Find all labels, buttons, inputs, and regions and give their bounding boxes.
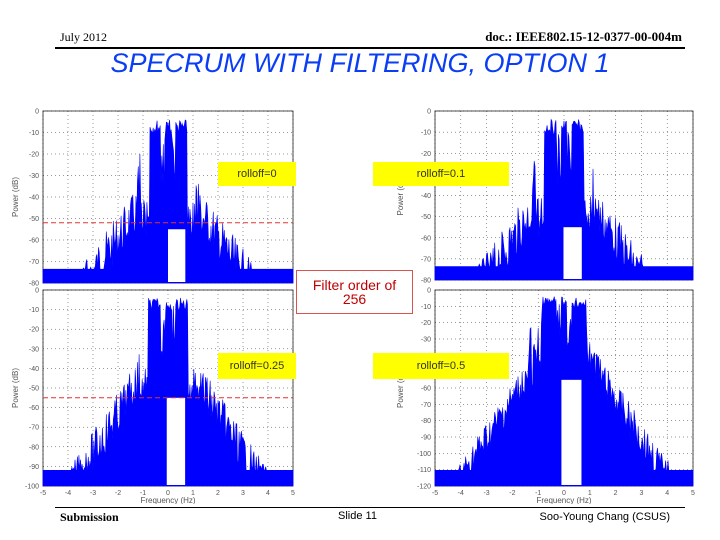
x-tick-label: 2 (216, 490, 220, 497)
x-tick-label: 4 (665, 490, 669, 497)
y-axis-label: Power (dB) (396, 368, 405, 408)
y-tick-label: -90 (421, 435, 431, 442)
y-tick-label: -70 (29, 425, 39, 432)
y-tick-label: -10 (29, 130, 39, 137)
x-tick-label: -3 (90, 490, 96, 497)
y-tick-label: -20 (29, 327, 39, 334)
rolloff-0-5-label: rolloff=0.5 (373, 353, 509, 379)
x-tick-label: 5 (691, 490, 695, 497)
filter-order-line-1: Filter order of (312, 277, 397, 293)
rolloff-0-25-label: rolloff=0.25 (218, 353, 296, 379)
x-tick-label: 3 (241, 490, 245, 497)
y-tick-label: -50 (29, 386, 39, 393)
y-tick-label: -70 (421, 402, 431, 409)
y-tick-label: -80 (421, 418, 431, 425)
y-tick-label: 0 (35, 288, 39, 295)
y-tick-label: -60 (29, 405, 39, 412)
header-date: July 2012 (60, 30, 108, 44)
y-tick-label: -70 (29, 259, 39, 266)
x-tick-label: -1 (140, 490, 146, 497)
y-tick-label: -120 (417, 484, 431, 491)
slide-title: SPECRUM WITH FILTERING, OPTION 1 (110, 48, 610, 78)
x-tick-label: -4 (458, 490, 464, 497)
y-tick-label: -100 (417, 451, 431, 458)
rolloff-0-label: rolloff=0 (218, 162, 296, 186)
y-axis-label: Power (dB) (11, 177, 20, 217)
x-tick-label: -5 (40, 490, 46, 497)
y-tick-label: 0 (35, 109, 39, 116)
y-tick-label: 0 (427, 109, 431, 116)
spectrum-plot-rolloff-0-25: 0 -10 -20 -30 -40 -50 -60 -70 -80 -90 -100 -5 -4 -3 -2… (10, 286, 300, 505)
y-tick-label: -90 (29, 464, 39, 471)
y-tick-label: 0 (427, 288, 431, 295)
header-doc-id: doc.: IEEE802.15-12-0377-00-004m (485, 29, 682, 44)
footer-author: Soo-Young Chang (CSUS) (539, 511, 670, 523)
y-tick-label: -50 (29, 216, 39, 223)
y-tick-label: -10 (421, 304, 431, 311)
header-divider (55, 47, 685, 49)
x-tick-label: 5 (291, 490, 295, 497)
y-tick-label: -20 (421, 151, 431, 158)
y-tick-label: -10 (29, 307, 39, 314)
y-tick-label: -40 (29, 195, 39, 202)
y-axis-label: Power (dB) (396, 175, 405, 215)
spectrum-plot-rolloff-0-5: 0-10-20-30-40-50-60-70-80-90-100-110-120… (395, 286, 705, 505)
x-tick-label: -3 (483, 490, 489, 497)
y-axis-label: Power (dB) (11, 368, 20, 408)
y-tick-label: -20 (29, 152, 39, 159)
y-tick-label: -30 (29, 173, 39, 180)
y-tick-label: -80 (29, 281, 39, 288)
footer-divider (55, 507, 685, 508)
x-tick-label: -2 (509, 490, 515, 497)
y-tick-label: -60 (421, 235, 431, 242)
y-tick-label: -60 (29, 238, 39, 245)
spectrum-trace (434, 118, 694, 281)
rolloff-0-1-label: rolloff=0.1 (373, 162, 509, 186)
spectrum-trace (42, 119, 294, 284)
y-tick-label: -20 (421, 320, 431, 327)
y-tick-label: -30 (29, 346, 39, 353)
spectrum-chart-svg: 0-10-20-30-40-50-60-70-80-90-100-110-120… (396, 288, 695, 505)
spectral-gap (563, 227, 582, 279)
x-tick-label: 0 (166, 490, 170, 497)
spectrum-trace (42, 297, 294, 487)
x-tick-label: 1 (588, 490, 592, 497)
filter-order-line-2: 256 (342, 291, 367, 307)
y-tick-label: -70 (421, 256, 431, 263)
spectrum-chart-svg: 0 -10 -20 -30 -40 -50 -60 -70 -80 Power (dB) (11, 109, 294, 288)
y-tick-label: -40 (421, 193, 431, 200)
spectral-gap (561, 379, 582, 485)
x-tick-label: -1 (535, 490, 541, 497)
x-tick-label: 2 (614, 490, 618, 497)
x-tick-label: -5 (432, 490, 438, 497)
x-axis-label: Frequency (Hz) (140, 496, 195, 504)
footer-slide-number: Slide 11 (338, 510, 377, 522)
y-tick-label: -50 (421, 214, 431, 221)
y-tick-label: -80 (29, 444, 39, 451)
y-tick-label: -30 (421, 337, 431, 344)
y-tick-label: -110 (418, 467, 432, 474)
spectral-gap (168, 229, 186, 282)
filter-order-note: Filter order of 256 (296, 270, 413, 314)
x-tick-label: 1 (191, 490, 195, 497)
x-tick-label: 3 (639, 490, 643, 497)
y-tick-label: -10 (421, 130, 431, 137)
y-tick-label: -40 (29, 366, 39, 373)
y-tick-label: -60 (421, 386, 431, 393)
spectrum-plot-rolloff-0: 0 -10 -20 -30 -40 -50 -60 -70 -80 Power (dB) (10, 108, 300, 288)
y-tick-label: -100 (25, 484, 39, 491)
x-tick-label: -2 (115, 490, 121, 497)
x-tick-label: 0 (562, 490, 566, 497)
x-tick-label: 4 (266, 490, 270, 497)
x-axis-label: Frequency (Hz) (536, 496, 591, 504)
y-tick-label: -80 (421, 278, 431, 285)
spectral-gap (166, 397, 186, 485)
footer-submission: Submission (60, 510, 119, 524)
spectrum-chart-svg: 0-10-20-30-40-50-60-70-80-90-100-5 -4 -3 -2… (11, 288, 295, 505)
x-tick-label: -4 (65, 490, 71, 497)
